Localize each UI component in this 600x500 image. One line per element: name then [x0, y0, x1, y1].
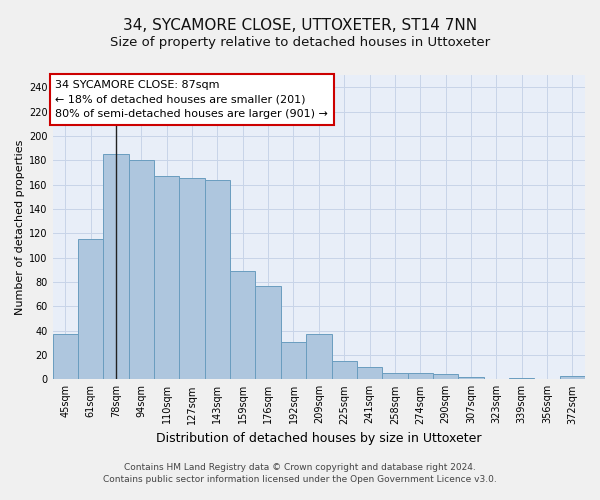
Bar	[179, 178, 205, 380]
Bar	[154, 176, 179, 380]
Bar	[560, 376, 585, 380]
Bar	[382, 373, 407, 380]
Text: Size of property relative to detached houses in Uttoxeter: Size of property relative to detached ho…	[110, 36, 490, 49]
Bar	[53, 334, 78, 380]
Bar	[230, 271, 256, 380]
Text: Contains HM Land Registry data © Crown copyright and database right 2024.: Contains HM Land Registry data © Crown c…	[124, 464, 476, 472]
Bar	[332, 361, 357, 380]
Text: 34 SYCAMORE CLOSE: 87sqm
← 18% of detached houses are smaller (201)
80% of semi-: 34 SYCAMORE CLOSE: 87sqm ← 18% of detach…	[55, 80, 328, 119]
X-axis label: Distribution of detached houses by size in Uttoxeter: Distribution of detached houses by size …	[156, 432, 482, 445]
Bar	[509, 378, 535, 380]
Text: Contains public sector information licensed under the Open Government Licence v3: Contains public sector information licen…	[103, 475, 497, 484]
Bar	[357, 367, 382, 380]
Y-axis label: Number of detached properties: Number of detached properties	[15, 140, 25, 315]
Text: 34, SYCAMORE CLOSE, UTTOXETER, ST14 7NN: 34, SYCAMORE CLOSE, UTTOXETER, ST14 7NN	[123, 18, 477, 32]
Bar	[103, 154, 129, 380]
Bar	[281, 342, 306, 380]
Bar	[458, 377, 484, 380]
Bar	[306, 334, 332, 380]
Bar	[205, 180, 230, 380]
Bar	[407, 373, 433, 380]
Bar	[433, 374, 458, 380]
Bar	[78, 240, 103, 380]
Bar	[256, 286, 281, 380]
Bar	[129, 160, 154, 380]
